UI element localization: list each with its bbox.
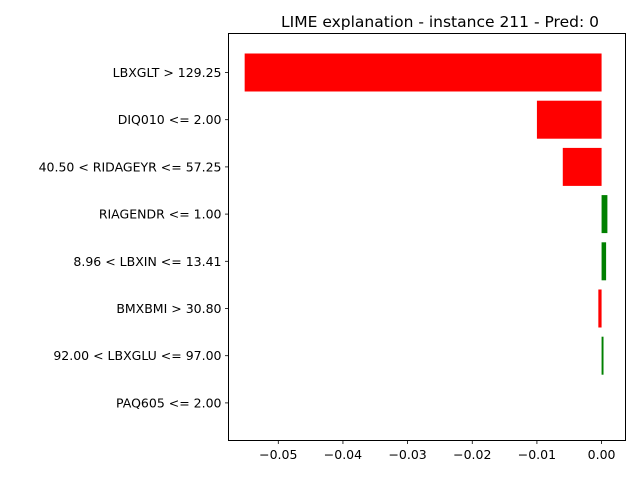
bar (601, 195, 608, 234)
y-tick-label: RIAGENDR <= 1.00 (99, 207, 222, 222)
bar (536, 100, 602, 139)
x-tick-label: −0.03 (388, 447, 426, 462)
x-tick-label: −0.05 (259, 447, 297, 462)
bar (601, 242, 607, 281)
plot-area-frame (228, 33, 626, 441)
x-tick-label: 0.00 (588, 447, 616, 462)
bars-layer (244, 53, 608, 375)
y-tick-label: 92.00 < LBXGLU <= 97.00 (53, 348, 221, 363)
y-tick-label: PAQ605 <= 2.00 (116, 395, 222, 410)
bar (601, 336, 604, 375)
y-tick-label: 40.50 < RIDAGEYR <= 57.25 (39, 159, 222, 174)
y-tick-label: LBXGLT > 129.25 (113, 65, 222, 80)
bar (244, 53, 602, 92)
x-tick-label: −0.01 (518, 447, 556, 462)
y-tick-label: BMXBMI > 30.80 (116, 301, 221, 316)
y-tick-label: DIQ010 <= 2.00 (118, 112, 222, 127)
y-tick-label: 8.96 < LBXIN <= 13.41 (73, 254, 221, 269)
y-axis-ticks: LBXGLT > 129.25 DIQ010 <= 2.00 40.50 < RID… (39, 65, 229, 410)
x-tick-label: −0.04 (324, 447, 362, 462)
x-axis-ticks: −0.05 −0.04 −0.03 −0.02 −0.01 0.00 (259, 440, 616, 462)
chart-title: LIME explanation - instance 211 - Pred: … (281, 13, 599, 31)
bar (562, 147, 602, 186)
x-tick-label: −0.02 (453, 447, 491, 462)
bar (598, 289, 602, 328)
